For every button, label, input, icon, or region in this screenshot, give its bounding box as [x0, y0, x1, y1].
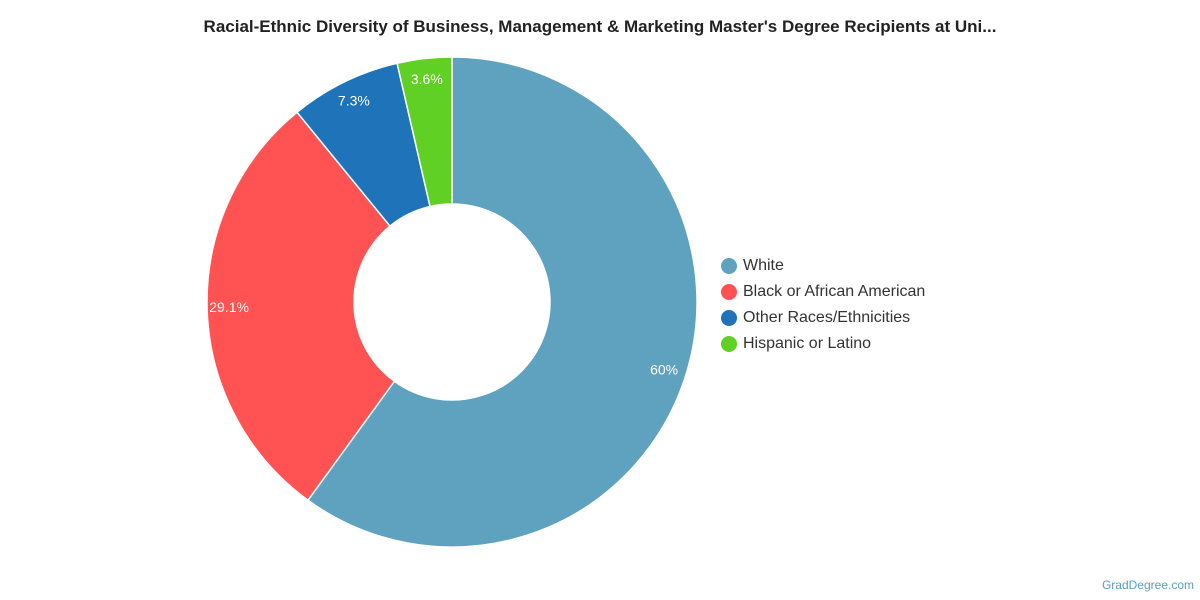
legend-label: Hispanic or Latino	[743, 335, 872, 352]
slice-label-white: 60%	[650, 362, 678, 378]
slice-label-other-races-ethnicities: 7.3%	[338, 92, 370, 108]
slice-label-black-or-african-american: 29.1%	[209, 299, 249, 315]
legend-swatch	[721, 258, 737, 274]
legend-item-white[interactable]: White	[721, 253, 925, 279]
slice-white[interactable]	[306, 56, 698, 548]
legend-label: Black or African American	[743, 283, 926, 300]
slice-hispanic-or-latino[interactable]	[396, 56, 453, 208]
chart-title: Racial-Ethnic Diversity of Business, Man…	[203, 17, 997, 36]
legend-label: Other Races/Ethnicities	[743, 309, 911, 326]
legend-item-black-or-african-american[interactable]: Black or African American	[721, 279, 925, 305]
legend-swatch	[721, 336, 737, 352]
slice-label-hispanic-or-latino: 3.6%	[411, 71, 443, 87]
legend-item-hispanic-or-latino[interactable]: Hispanic or Latino	[721, 331, 925, 357]
legend-item-other-races-ethnicities[interactable]: Other Races/Ethnicities	[721, 305, 925, 331]
legend-swatch	[721, 310, 737, 326]
legend-label: White	[743, 257, 784, 274]
chart-legend: White Black or African American Other Race…	[721, 253, 925, 357]
slice-black-or-african-american[interactable]	[206, 111, 396, 502]
source-credit[interactable]: GradDegree.com	[1101, 578, 1194, 592]
legend-swatch	[721, 284, 737, 300]
